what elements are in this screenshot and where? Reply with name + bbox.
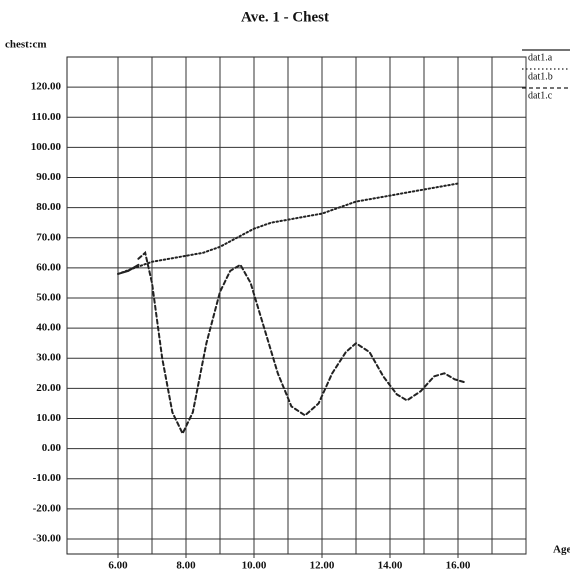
y-tick-label: 60.00 — [36, 261, 61, 273]
y-tick-label: 110.00 — [31, 111, 61, 123]
x-axis-label: Age — [553, 544, 570, 556]
y-tick-label: 70.00 — [36, 231, 61, 243]
x-tick-label: 12.00 — [310, 560, 335, 572]
x-tick-label: 16.00 — [446, 560, 471, 572]
y-tick-label: 80.00 — [36, 201, 61, 213]
y-tick-label: -30.00 — [33, 532, 62, 544]
y-tick-label: -10.00 — [33, 472, 62, 484]
legend-label: dat1.a — [528, 52, 553, 63]
y-tick-label: 20.00 — [36, 382, 61, 394]
x-tick-label: 10.00 — [242, 560, 267, 572]
series-line — [137, 250, 466, 436]
y-tick-label: 100.00 — [31, 141, 62, 153]
y-tick-label: 0.00 — [42, 442, 62, 454]
plot-frame — [66, 56, 527, 555]
y-tick-label: 120.00 — [31, 81, 62, 93]
y-axis-label: chest:cm — [5, 39, 47, 51]
x-tick-label: 8.00 — [176, 560, 196, 572]
y-tick-label: 30.00 — [36, 352, 61, 364]
y-tick-label: 50.00 — [36, 292, 61, 304]
legend-label: dat1.c — [528, 90, 553, 101]
y-tick-label: 40.00 — [36, 322, 61, 334]
x-tick-label: 6.00 — [108, 560, 128, 572]
y-tick-label: 90.00 — [36, 171, 61, 183]
chart-title: Ave. 1 - Chest — [241, 9, 329, 25]
y-tick-label: -20.00 — [33, 502, 62, 514]
x-tick-label: 14.00 — [378, 560, 403, 572]
legend-label: dat1.b — [528, 71, 553, 82]
y-tick-label: 10.00 — [36, 412, 61, 424]
series-line — [117, 182, 459, 275]
